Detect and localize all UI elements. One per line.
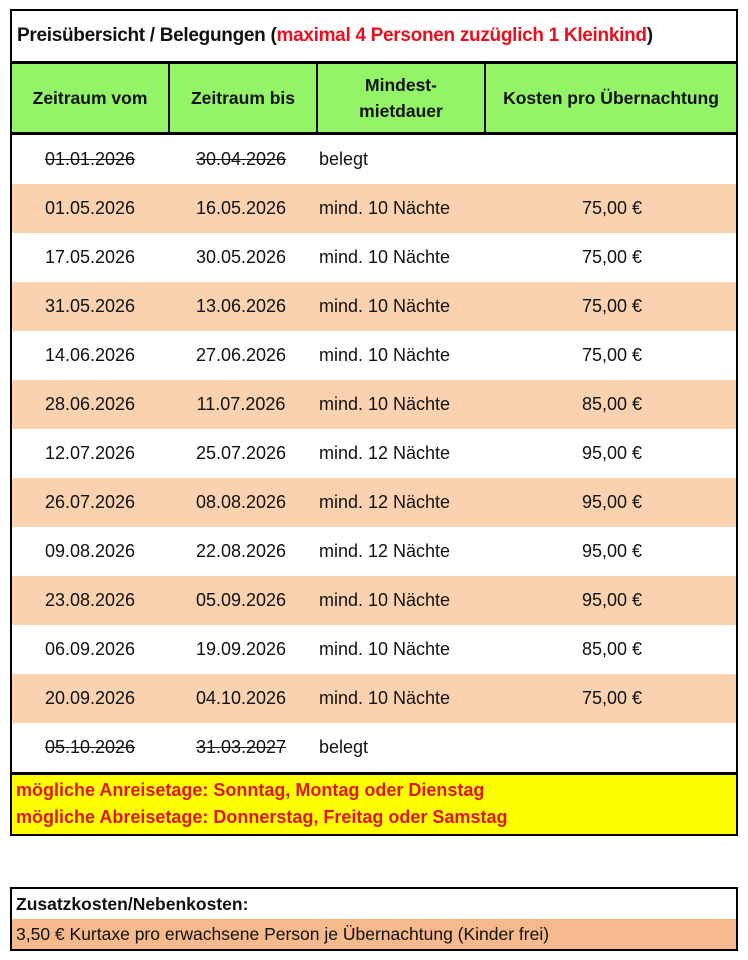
header-min-stay: Mindest- mietdauer bbox=[318, 64, 486, 132]
extra-costs: Zusatzkosten/Nebenkosten: 3,50 € Kurtaxe… bbox=[10, 887, 738, 951]
table-row: 01.01.2026 30.04.2026 belegt bbox=[12, 135, 736, 184]
period-from: 14.06.2026 bbox=[44, 345, 136, 365]
price: 95,00 € bbox=[581, 492, 642, 512]
title-suffix: ) bbox=[646, 25, 653, 46]
min-stay: belegt bbox=[319, 737, 369, 757]
price: 95,00 € bbox=[581, 590, 642, 610]
table-row: 23.08.2026 05.09.2026 mind. 10 Nächte 95,00… bbox=[12, 576, 736, 625]
period-to: 30.05.2026 bbox=[195, 247, 287, 267]
price: 85,00 € bbox=[581, 639, 642, 659]
arrival-departure-notes: mögliche Anreisetage: Sonntag, Montag od… bbox=[12, 772, 736, 834]
period-from: 28.06.2026 bbox=[44, 394, 136, 414]
min-stay: mind. 10 Nächte bbox=[319, 247, 451, 267]
min-stay: mind. 10 Nächte bbox=[319, 296, 451, 316]
price: 85,00 € bbox=[581, 394, 642, 414]
period-to: 30.04.2026 bbox=[195, 149, 287, 169]
table-row: 09.08.2026 22.08.2026 mind. 12 Nächte 95,00… bbox=[12, 527, 736, 576]
table-row: 17.05.2026 30.05.2026 mind. 10 Nächte 75,00… bbox=[12, 233, 736, 282]
min-stay: mind. 10 Nächte bbox=[319, 394, 451, 414]
price: 75,00 € bbox=[581, 296, 642, 316]
table-row: 31.05.2026 13.06.2026 mind. 10 Nächte 75,00… bbox=[12, 282, 736, 331]
min-stay: mind. 12 Nächte bbox=[319, 541, 451, 561]
period-to: 31.03.2027 bbox=[195, 737, 287, 757]
price: 75,00 € bbox=[581, 345, 642, 365]
min-stay: mind. 10 Nächte bbox=[319, 688, 451, 708]
min-stay: mind. 10 Nächte bbox=[319, 198, 451, 218]
period-from: 01.05.2026 bbox=[44, 198, 136, 218]
title-text: Preisübersicht / Belegungen ( bbox=[17, 25, 277, 46]
price: 75,00 € bbox=[581, 247, 642, 267]
min-stay: mind. 12 Nächte bbox=[319, 443, 451, 463]
period-from: 12.07.2026 bbox=[44, 443, 136, 463]
table-row: 14.06.2026 27.06.2026 mind. 10 Nächte 75,00… bbox=[12, 331, 736, 380]
header-price: Kosten pro Übernachtung bbox=[503, 88, 719, 108]
header-from: Zeitraum vom bbox=[12, 64, 170, 132]
min-stay: belegt bbox=[319, 149, 369, 169]
min-stay: mind. 10 Nächte bbox=[319, 639, 451, 659]
period-to: 13.06.2026 bbox=[195, 296, 287, 316]
table-row: 26.07.2026 08.08.2026 mind. 12 Nächte 95,00… bbox=[12, 478, 736, 527]
departure-note: mögliche Abreisetage: Donnerstag, Freita… bbox=[16, 807, 508, 827]
price: 95,00 € bbox=[581, 443, 642, 463]
period-to: 16.05.2026 bbox=[195, 198, 287, 218]
price: 75,00 € bbox=[581, 688, 642, 708]
extra-costs-item: 3,50 € Kurtaxe pro erwachsene Person je … bbox=[12, 919, 736, 949]
min-stay: mind. 12 Nächte bbox=[319, 492, 451, 512]
table-row: 06.09.2026 19.09.2026 mind. 10 Nächte 85,00… bbox=[12, 625, 736, 674]
period-from: 26.07.2026 bbox=[44, 492, 136, 512]
table-title: Preisübersicht / Belegungen (maximal 4 P… bbox=[12, 11, 736, 64]
min-stay: mind. 10 Nächte bbox=[319, 345, 451, 365]
price-table: Preisübersicht / Belegungen (maximal 4 P… bbox=[10, 9, 738, 836]
period-from: 17.05.2026 bbox=[44, 247, 136, 267]
period-to: 27.06.2026 bbox=[195, 345, 287, 365]
table-row: 05.10.2026 31.03.2027 belegt bbox=[12, 723, 736, 772]
header-to: Zeitraum bis bbox=[170, 64, 318, 132]
price: 75,00 € bbox=[581, 198, 642, 218]
period-to: 22.08.2026 bbox=[195, 541, 287, 561]
price: 95,00 € bbox=[581, 541, 642, 561]
min-stay: mind. 10 Nächte bbox=[319, 590, 451, 610]
period-to: 05.09.2026 bbox=[195, 590, 287, 610]
period-from: 23.08.2026 bbox=[44, 590, 136, 610]
period-to: 19.09.2026 bbox=[195, 639, 287, 659]
table-body: 01.01.2026 30.04.2026 belegt 01.05.2026 16.0… bbox=[12, 135, 736, 772]
arrival-note: mögliche Anreisetage: Sonntag, Montag od… bbox=[16, 780, 485, 800]
period-from: 20.09.2026 bbox=[44, 688, 136, 708]
title-highlight: maximal 4 Personen zuzüglich 1 Kleinkind bbox=[276, 25, 647, 46]
period-to: 11.07.2026 bbox=[196, 394, 286, 414]
extra-costs-title: Zusatzkosten/Nebenkosten: bbox=[12, 889, 736, 919]
period-to: 08.08.2026 bbox=[195, 492, 287, 512]
period-to: 04.10.2026 bbox=[195, 688, 287, 708]
period-from: 01.01.2026 bbox=[44, 149, 136, 169]
period-from: 31.05.2026 bbox=[44, 296, 136, 316]
table-row: 12.07.2026 25.07.2026 mind. 12 Nächte 95,00… bbox=[12, 429, 736, 478]
header-row: Zeitraum vom Zeitraum bis Mindest- mietd… bbox=[12, 64, 736, 135]
table-row: 20.09.2026 04.10.2026 mind. 10 Nächte 75,00… bbox=[12, 674, 736, 723]
table-row: 01.05.2026 16.05.2026 mind. 10 Nächte 75,00… bbox=[12, 184, 736, 233]
period-from: 09.08.2026 bbox=[44, 541, 136, 561]
period-from: 05.10.2026 bbox=[44, 737, 136, 757]
period-from: 06.09.2026 bbox=[44, 639, 136, 659]
period-to: 25.07.2026 bbox=[195, 443, 287, 463]
table-row: 28.06.2026 11.07.2026 mind. 10 Nächte 85,00… bbox=[12, 380, 736, 429]
